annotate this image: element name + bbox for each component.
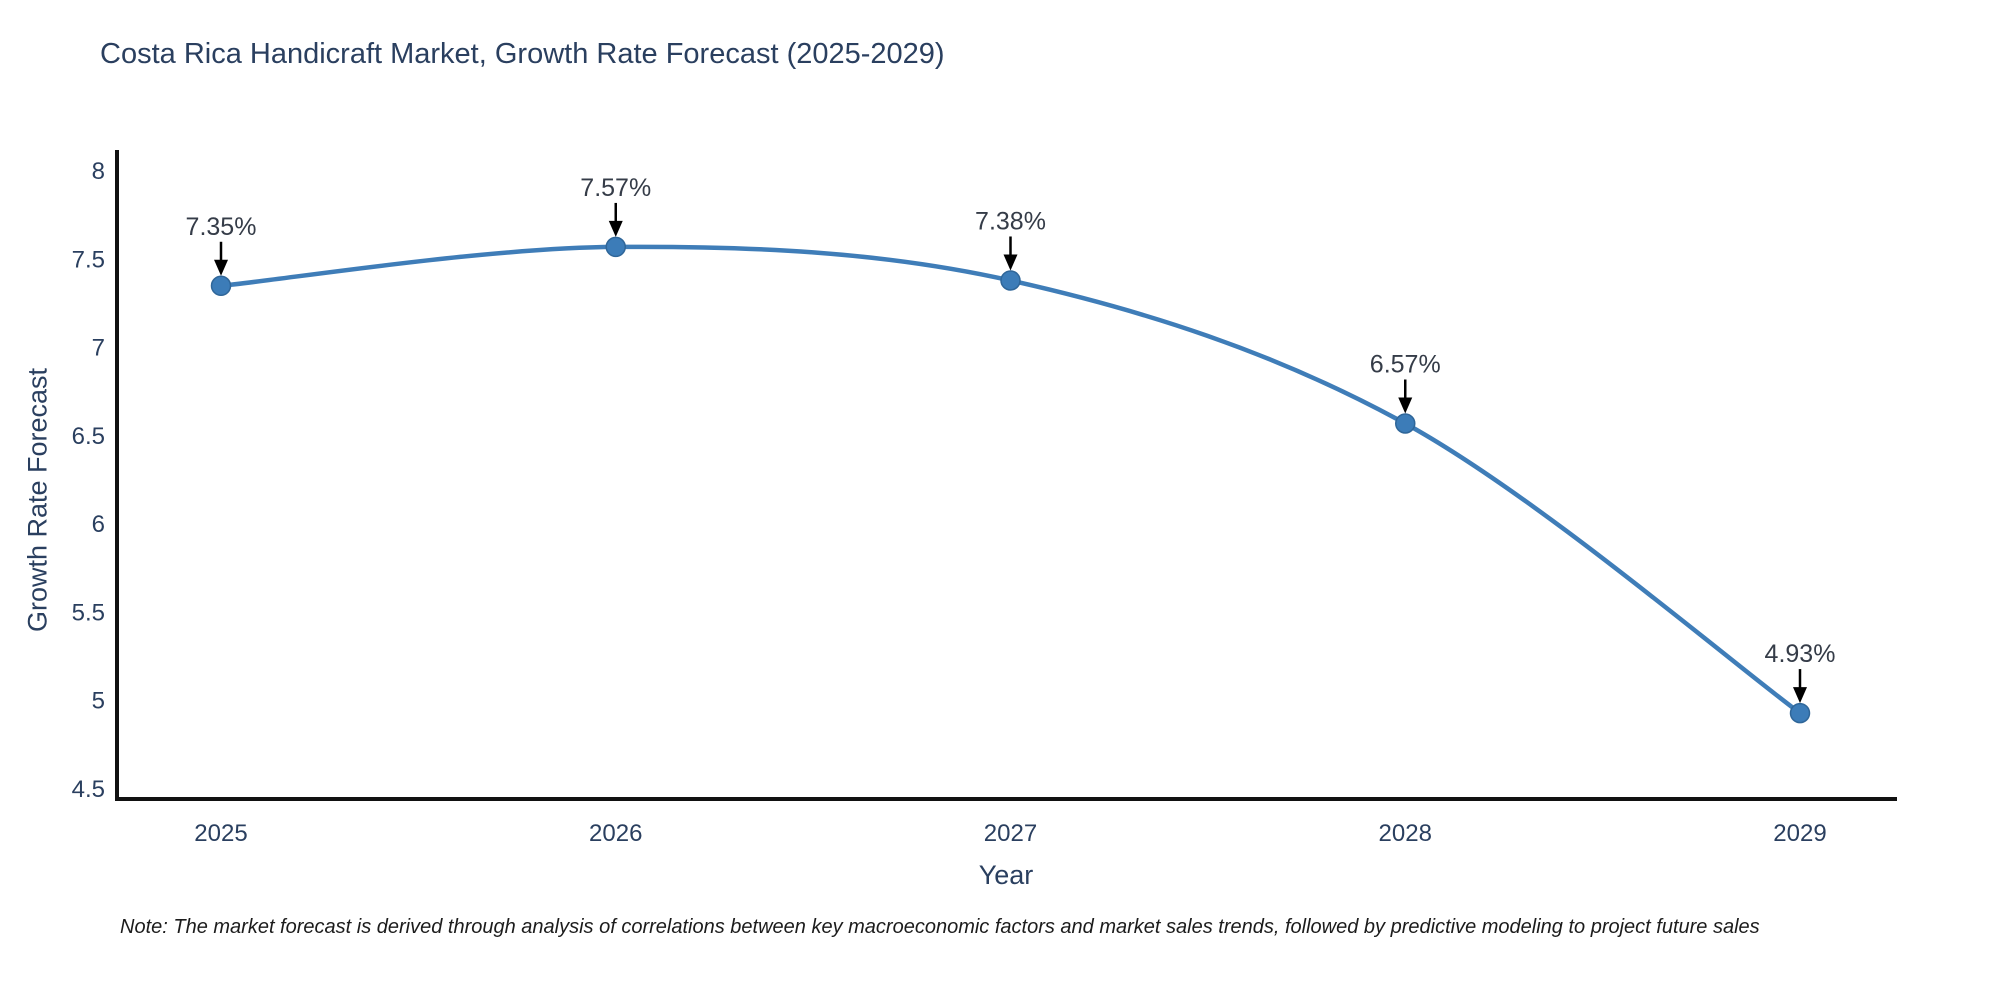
x-tick-label: 2029 [1773, 820, 1826, 847]
y-tick-label: 4.5 [72, 776, 105, 803]
point-annotation-label: 6.57% [1370, 350, 1441, 378]
data-point-marker [1000, 270, 1021, 291]
annotation-arrowhead [608, 220, 623, 237]
data-point-marker [210, 275, 232, 297]
chart-title: Costa Rica Handicraft Market, Growth Rat… [100, 38, 945, 70]
y-tick-label: 5 [92, 688, 105, 715]
forecast-line [218, 244, 1803, 716]
x-axis-title: Year [978, 860, 1034, 890]
data-point-marker [605, 236, 626, 258]
annotation-arrowhead [1003, 254, 1018, 271]
y-tick-label: 6 [92, 511, 105, 538]
y-tick-label: 5.5 [72, 599, 105, 626]
annotation-arrowhead [1398, 397, 1413, 414]
y-tick-label: 8 [92, 158, 105, 185]
y-tick-label: 7 [92, 335, 105, 362]
point-annotation-label: 7.35% [186, 213, 257, 241]
footnote: Note: The market forecast is derived thr… [120, 916, 1760, 938]
y-tick-label: 6.5 [72, 423, 105, 450]
x-tick-label: 2025 [194, 820, 247, 847]
y-tick-label: 7.5 [72, 246, 105, 273]
point-annotation-label: 7.57% [580, 174, 651, 202]
data-point-marker [1395, 413, 1416, 434]
data-point-marker [1789, 702, 1811, 724]
x-tick-label: 2027 [984, 820, 1037, 847]
point-annotation-label: 4.93% [1765, 640, 1836, 668]
point-annotation-label: 7.38% [975, 207, 1046, 235]
x-tick-label: 2028 [1379, 820, 1432, 847]
annotation-arrowhead [214, 259, 228, 276]
x-tick-label: 2026 [589, 820, 642, 847]
annotation-arrowhead [1793, 687, 1807, 704]
